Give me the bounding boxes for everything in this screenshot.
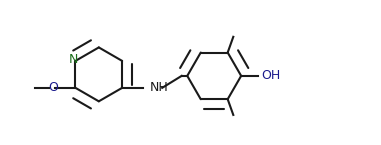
Text: N: N — [69, 53, 78, 66]
Text: NH: NH — [149, 81, 168, 94]
Text: O: O — [48, 81, 58, 94]
Text: OH: OH — [262, 69, 281, 82]
